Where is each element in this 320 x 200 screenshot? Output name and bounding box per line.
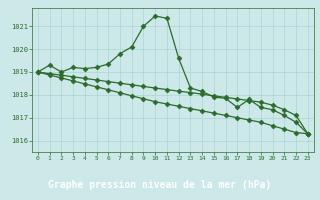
Text: Graphe pression niveau de la mer (hPa): Graphe pression niveau de la mer (hPa) (48, 180, 272, 190)
